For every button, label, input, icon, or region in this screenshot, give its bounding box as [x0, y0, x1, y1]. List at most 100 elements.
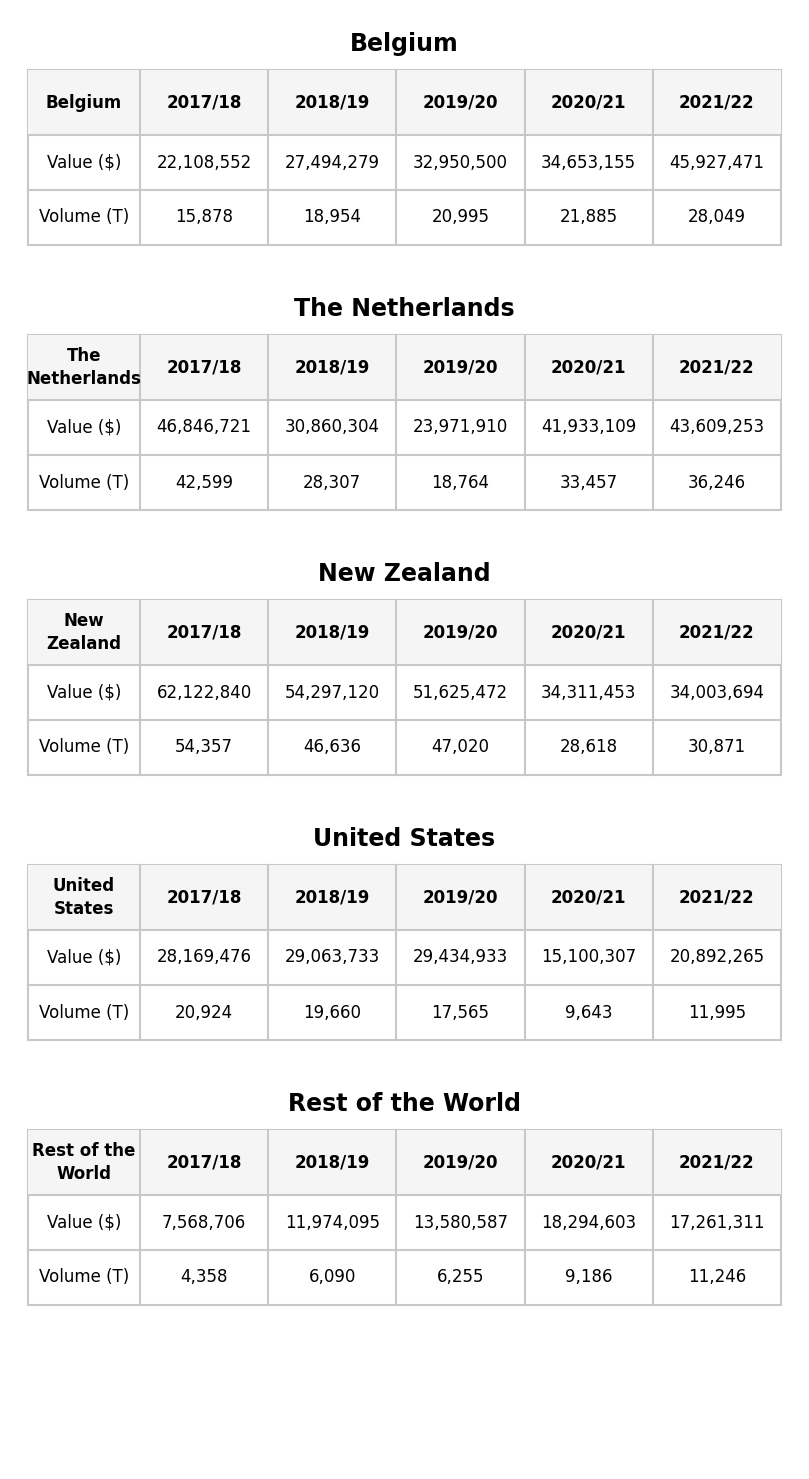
Text: Value ($): Value ($)	[47, 1213, 121, 1232]
Text: 2019/20: 2019/20	[423, 358, 498, 377]
Text: 22,108,552: 22,108,552	[156, 154, 252, 172]
Bar	[28, 70, 781, 135]
Text: 54,297,120: 54,297,120	[285, 683, 380, 701]
Text: 20,924: 20,924	[175, 1003, 233, 1022]
Text: 45,927,471: 45,927,471	[669, 154, 765, 172]
Text: 2019/20: 2019/20	[423, 1154, 498, 1171]
Bar	[28, 600, 781, 666]
Text: 2018/19: 2018/19	[294, 889, 370, 907]
Text: 17,261,311: 17,261,311	[669, 1213, 765, 1232]
Text: 9,186: 9,186	[565, 1269, 612, 1287]
Text: 2018/19: 2018/19	[294, 358, 370, 377]
Text: 30,871: 30,871	[688, 738, 746, 756]
Text: 2018/19: 2018/19	[294, 624, 370, 642]
Text: 62,122,840: 62,122,840	[156, 683, 252, 701]
Text: 34,003,694: 34,003,694	[669, 683, 765, 701]
Text: 6,090: 6,090	[308, 1269, 356, 1287]
Text: 46,846,721: 46,846,721	[157, 419, 252, 436]
Text: 2018/19: 2018/19	[294, 1154, 370, 1171]
Text: 36,246: 36,246	[688, 473, 746, 491]
Text: 34,311,453: 34,311,453	[541, 683, 637, 701]
Text: 2020/21: 2020/21	[551, 358, 626, 377]
Text: 43,609,253: 43,609,253	[669, 419, 765, 436]
Text: 54,357: 54,357	[175, 738, 233, 756]
Text: 27,494,279: 27,494,279	[285, 154, 379, 172]
Bar	[28, 865, 781, 1040]
Text: 11,974,095: 11,974,095	[285, 1213, 379, 1232]
Text: 17,565: 17,565	[431, 1003, 489, 1022]
Text: 2019/20: 2019/20	[423, 93, 498, 111]
Bar	[28, 600, 781, 775]
Text: Value ($): Value ($)	[47, 948, 121, 966]
Text: 34,653,155: 34,653,155	[541, 154, 636, 172]
Text: 2017/18: 2017/18	[167, 1154, 242, 1171]
Bar	[28, 1130, 781, 1304]
Text: 2017/18: 2017/18	[167, 624, 242, 642]
Text: The Netherlands: The Netherlands	[294, 297, 515, 321]
Text: Volume (T): Volume (T)	[39, 209, 129, 226]
Bar	[28, 336, 781, 510]
Text: 2021/22: 2021/22	[679, 358, 755, 377]
Text: 19,660: 19,660	[303, 1003, 362, 1022]
Text: Rest of the World: Rest of the World	[288, 1092, 521, 1117]
Text: 2019/20: 2019/20	[423, 624, 498, 642]
Bar	[28, 865, 781, 930]
Text: The
Netherlands: The Netherlands	[27, 348, 142, 387]
Text: 2019/20: 2019/20	[423, 889, 498, 907]
Text: 33,457: 33,457	[560, 473, 618, 491]
Text: 4,358: 4,358	[180, 1269, 228, 1287]
Bar	[28, 70, 781, 246]
Text: 2017/18: 2017/18	[167, 889, 242, 907]
Text: 28,049: 28,049	[688, 209, 746, 226]
Text: Rest of the
World: Rest of the World	[32, 1142, 136, 1183]
Text: 2021/22: 2021/22	[679, 624, 755, 642]
Text: 6,255: 6,255	[437, 1269, 485, 1287]
Text: 18,294,603: 18,294,603	[541, 1213, 636, 1232]
Text: 2020/21: 2020/21	[551, 889, 626, 907]
Bar	[28, 336, 781, 399]
Text: 29,063,733: 29,063,733	[285, 948, 380, 966]
Text: Value ($): Value ($)	[47, 683, 121, 701]
Text: 18,954: 18,954	[303, 209, 362, 226]
Text: 2017/18: 2017/18	[167, 93, 242, 111]
Text: New
Zealand: New Zealand	[46, 612, 121, 652]
Text: 15,100,307: 15,100,307	[541, 948, 636, 966]
Text: Volume (T): Volume (T)	[39, 1003, 129, 1022]
Text: 2021/22: 2021/22	[679, 1154, 755, 1171]
Text: 2020/21: 2020/21	[551, 93, 626, 111]
Text: Volume (T): Volume (T)	[39, 473, 129, 491]
Text: 2020/21: 2020/21	[551, 624, 626, 642]
Text: 15,878: 15,878	[175, 209, 233, 226]
Text: 2021/22: 2021/22	[679, 889, 755, 907]
Text: New Zealand: New Zealand	[318, 562, 491, 586]
Text: 28,307: 28,307	[303, 473, 362, 491]
Text: 20,892,265: 20,892,265	[669, 948, 765, 966]
Text: 46,636: 46,636	[303, 738, 362, 756]
Text: United States: United States	[313, 827, 496, 850]
Text: 9,643: 9,643	[565, 1003, 612, 1022]
Text: 41,933,109: 41,933,109	[541, 419, 637, 436]
Text: 2017/18: 2017/18	[167, 358, 242, 377]
Text: 29,434,933: 29,434,933	[413, 948, 508, 966]
Text: Value ($): Value ($)	[47, 419, 121, 436]
Text: 2020/21: 2020/21	[551, 1154, 626, 1171]
Text: 13,580,587: 13,580,587	[413, 1213, 508, 1232]
Bar	[28, 1130, 781, 1195]
Text: 23,971,910: 23,971,910	[413, 419, 508, 436]
Text: 28,618: 28,618	[560, 738, 618, 756]
Text: 47,020: 47,020	[431, 738, 489, 756]
Text: Volume (T): Volume (T)	[39, 738, 129, 756]
Text: 51,625,472: 51,625,472	[413, 683, 508, 701]
Text: 2021/22: 2021/22	[679, 93, 755, 111]
Text: 21,885: 21,885	[560, 209, 618, 226]
Text: 18,764: 18,764	[431, 473, 489, 491]
Text: Belgium: Belgium	[350, 33, 459, 56]
Text: 30,860,304: 30,860,304	[285, 419, 379, 436]
Text: 42,599: 42,599	[175, 473, 233, 491]
Text: 20,995: 20,995	[431, 209, 489, 226]
Text: Volume (T): Volume (T)	[39, 1269, 129, 1287]
Text: 11,246: 11,246	[688, 1269, 746, 1287]
Text: 11,995: 11,995	[688, 1003, 746, 1022]
Text: 32,950,500: 32,950,500	[413, 154, 508, 172]
Text: Value ($): Value ($)	[47, 154, 121, 172]
